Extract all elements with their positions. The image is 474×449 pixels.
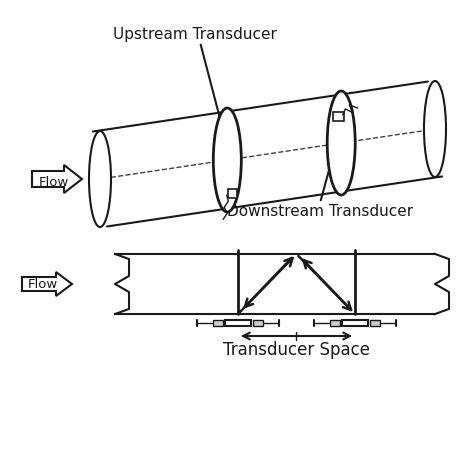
Bar: [115, 254, 435, 314]
Bar: [333, 112, 344, 121]
Polygon shape: [93, 82, 442, 226]
Bar: [330, 320, 340, 326]
Bar: [342, 320, 368, 326]
FancyArrow shape: [32, 165, 82, 193]
Text: Transducer Space: Transducer Space: [223, 341, 370, 359]
Text: Flow: Flow: [28, 278, 58, 291]
Text: Upstream Transducer: Upstream Transducer: [113, 26, 277, 41]
FancyArrow shape: [22, 272, 72, 296]
Bar: [225, 320, 251, 326]
Ellipse shape: [424, 81, 446, 177]
Ellipse shape: [327, 91, 355, 195]
Text: Flow: Flow: [39, 176, 69, 189]
Bar: [213, 320, 223, 326]
Bar: [253, 320, 263, 326]
Ellipse shape: [89, 131, 111, 227]
Bar: [228, 189, 237, 198]
Ellipse shape: [213, 108, 241, 212]
Text: Downstream Transducer: Downstream Transducer: [227, 203, 413, 219]
Bar: [370, 320, 380, 326]
